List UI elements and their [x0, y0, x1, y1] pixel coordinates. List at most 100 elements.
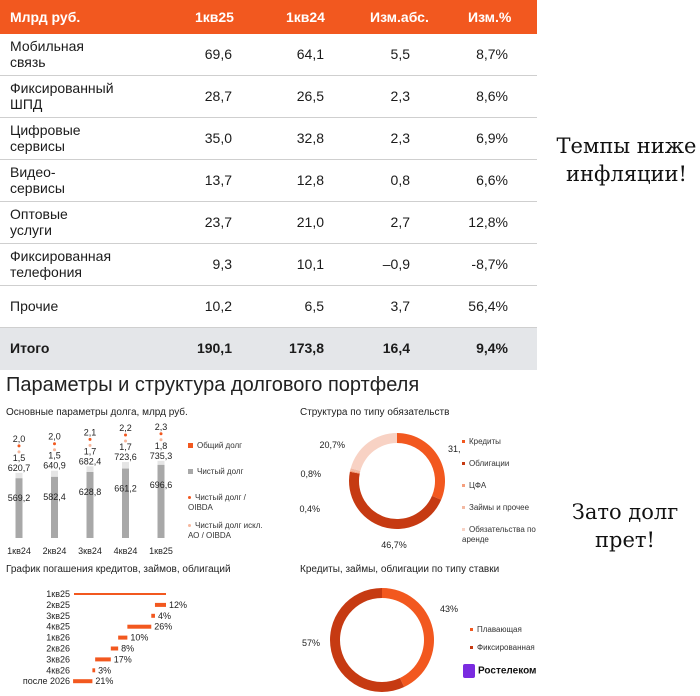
section-title: Параметры и структура долгового портфеля [6, 374, 420, 396]
repay-value-label: 8% [121, 644, 134, 654]
repay-chart-subtitle: График погашения кредитов, займов, облиг… [6, 564, 231, 575]
repay-category-label: 1кв26 [46, 633, 70, 643]
total-debt-bar [122, 462, 129, 469]
repay-value-label: 4% [158, 611, 171, 621]
repay-bar [127, 624, 152, 629]
row-abs: 5,5 [390, 46, 410, 62]
header-label: Млрд руб. [10, 9, 81, 25]
row-pct: 56,4% [468, 298, 508, 314]
x-tick-label: 4кв24 [114, 546, 138, 556]
row-pct: 12,8% [468, 214, 508, 230]
ratio-excl-dot [124, 439, 127, 443]
row-abs: 0,8 [390, 172, 410, 188]
repay-category-label: после 2026 [23, 676, 70, 686]
total-debt-label: 723,6 [114, 452, 137, 462]
ratio-label: 2,2 [119, 423, 132, 433]
table-header: Млрд руб. 1кв25 1кв24 Изм.абс. Изм.% [0, 0, 537, 34]
legend-swatch [188, 496, 191, 500]
donut-slice [349, 470, 360, 474]
repay-bar [151, 613, 155, 618]
donut-slice [330, 588, 405, 692]
repay-value-label: 17% [114, 654, 132, 664]
legend-label: Облигации [469, 459, 510, 468]
header-pct-change: Изм.% [468, 9, 512, 25]
repay-row: 3кв25 4% [46, 611, 171, 621]
debt-chart: 569,2620,71,52,01кв24582,4640,91,52,02кв… [7, 422, 173, 556]
ratio-label: 2,0 [48, 432, 61, 442]
row-label: Видео-сервисы [10, 164, 65, 196]
repay-row: после 2026 21% [23, 676, 114, 686]
ratio-label: 2,0 [13, 434, 26, 444]
legend-item: Чистый долг / OIBDA [188, 493, 246, 513]
legend-item: ЦФА [462, 481, 486, 491]
row-label: Прочие [10, 298, 59, 314]
logo-text: Ростелеком [478, 665, 537, 677]
table-row: Оптовые услуги 23,7 21,0 2,7 12,8% [0, 202, 537, 244]
slice-label: 0,4% [299, 504, 320, 514]
debt-bar-group: 569,2 620,71,5 2,0 1кв24 [7, 434, 31, 556]
rate-chart: 43% 57% [302, 588, 458, 692]
rate-chart-subtitle: Кредиты, займы, облигации по типу ставки [300, 564, 500, 575]
repay-row: 1кв25 [46, 589, 166, 599]
ratio-excl-label: 1,5 [13, 453, 26, 463]
total-debt-label: 620,7 [8, 463, 31, 473]
table-row: Прочие 10,2 6,5 3,7 56,4% [0, 286, 537, 328]
legend-item: Обязательства по аренде [462, 525, 536, 545]
legend-swatch [462, 506, 465, 510]
legend-item: Плавающая [470, 625, 522, 635]
row-pct: 8,7% [476, 46, 508, 62]
legend-swatch [188, 443, 193, 449]
row-q1-25: 28,7 [204, 88, 232, 104]
structure-chart-subtitle: Структура по типу обязательств [300, 407, 450, 418]
legend-swatch [462, 462, 465, 466]
row-q1-24: 21,0 [296, 214, 324, 230]
header-q1-24: 1кв24 [286, 9, 325, 25]
total-abs: 16,4 [382, 340, 410, 356]
legend-swatch [462, 440, 465, 444]
legend-item: Чистый долг [188, 467, 243, 477]
total-debt-label: 640,9 [43, 461, 66, 471]
row-abs: 2,3 [390, 130, 410, 146]
net-debt-bar [51, 476, 58, 538]
legend-item: Фиксированная [470, 643, 535, 653]
repay-bar [95, 657, 111, 662]
net-debt-bar [15, 478, 23, 538]
ratio-excl-dot [17, 450, 21, 454]
row-q1-25: 9,3 [212, 256, 232, 272]
table-row: Мобильная связь 69,6 64,1 5,5 8,7% [0, 34, 537, 76]
row-label: Фиксированный ШПД [10, 80, 114, 112]
row-q1-24: 12,8 [296, 172, 324, 188]
header-q1-25: 1кв25 [195, 9, 234, 25]
row-label: Цифровые сервисы [10, 122, 81, 154]
slice-label: 57% [302, 638, 320, 648]
row-q1-25: 35,0 [204, 130, 232, 146]
total-debt-label: 735,3 [150, 451, 173, 461]
repay-value-label: 26% [154, 622, 172, 632]
slice-label: 0,8% [300, 469, 321, 479]
table-row: Цифровые сервисы 35,0 32,8 2,3 6,9% [0, 118, 537, 160]
ratio-label: 2,1 [84, 427, 97, 437]
legend-swatch [470, 628, 473, 632]
row-q1-24: 26,5 [296, 88, 324, 104]
structure-chart: 31,4% 46,7% 0,4% 0,8% 20,7% [299, 433, 460, 550]
legend-item: Кредиты [462, 437, 501, 447]
ratio-excl-dot [88, 443, 92, 447]
row-label: Мобильная связь [10, 38, 85, 70]
row-label: Фиксированная телефония [10, 248, 112, 280]
x-tick-label: 2кв24 [43, 546, 67, 556]
row-q1-24: 64,1 [296, 46, 324, 62]
slice-label: 46,7% [381, 540, 407, 550]
repay-row: 4кв25 26% [46, 622, 172, 632]
repay-bar [110, 646, 119, 651]
ratio-dot [17, 444, 21, 448]
slice-label: 43% [440, 604, 458, 614]
ratio-dot [88, 437, 92, 441]
row-abs: –0,9 [382, 256, 410, 272]
total-q1-25: 190,1 [196, 340, 232, 356]
repay-category-label: 1кв25 [46, 589, 70, 599]
repay-bar [154, 602, 166, 607]
side-note-top: Темпы ниже инфляции! [556, 134, 697, 186]
legend-swatch [188, 524, 191, 528]
debt-bar-group: 628,8 682,41,7 2,1 3кв24 [78, 427, 102, 556]
repay-category-label: 2кв25 [46, 600, 70, 610]
